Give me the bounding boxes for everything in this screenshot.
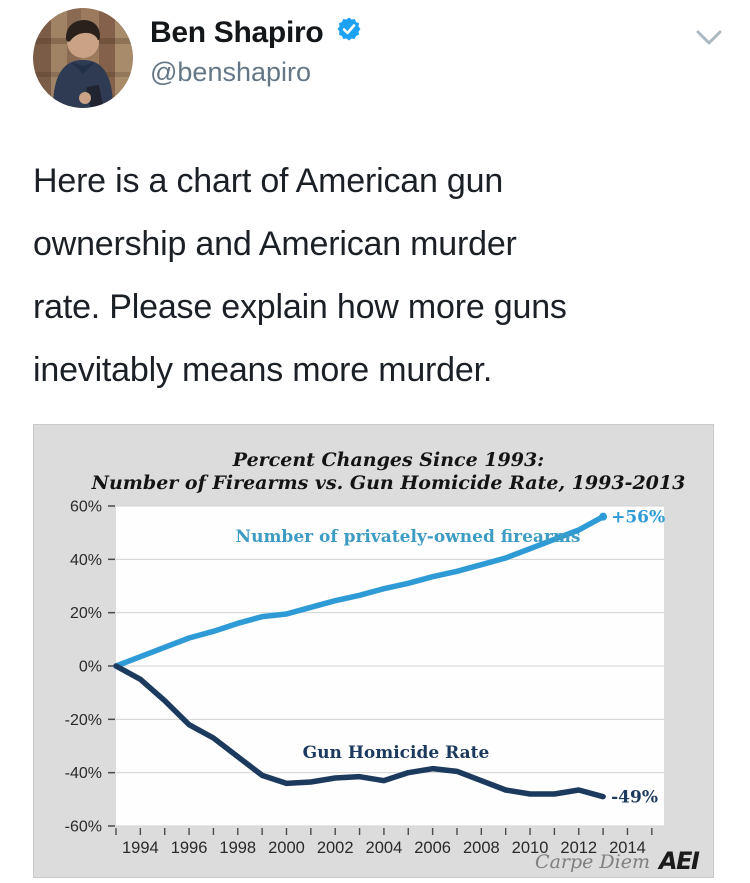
x-tick-label: 1998 [219, 839, 256, 857]
x-tick-label: 2002 [317, 839, 354, 857]
y-tick-label: 60% [70, 499, 102, 516]
y-tick-label: 0% [79, 659, 102, 676]
chart-canvas: 60% 40% 20% 0% -20% -40% -60% 1994 1996 1998 2000 2… [65, 499, 702, 876]
x-tick-label: 2012 [560, 839, 597, 857]
tweet-media-chart[interactable]: 60% 40% 20% 0% -20% -40% -60% 1994 1996 1998 2000 2… [33, 424, 714, 878]
display-name[interactable]: Ben Shapiro [150, 16, 324, 49]
aei-logo: AEI [657, 847, 700, 875]
tweet-text-line: Here is a chart of American gun [33, 162, 504, 200]
line-end-dot [599, 512, 608, 521]
x-tick-label: 2014 [609, 839, 646, 857]
y-tick-label: 20% [70, 605, 102, 622]
chart-title: Percent Changes Since 1993: Number of Fi… [34, 449, 713, 495]
y-tick-label: -60% [65, 819, 102, 836]
y-tick-label: -20% [65, 712, 102, 729]
x-tick-label: 2008 [463, 839, 500, 857]
x-tick-label: 1994 [122, 839, 159, 857]
x-tick-label: 2010 [512, 839, 549, 857]
homicide-line [113, 663, 606, 800]
chevron-down-icon[interactable] [694, 28, 724, 53]
user-handle[interactable]: @benshapiro [150, 57, 312, 87]
x-tick-label: 2006 [414, 839, 451, 857]
tweet-text-line: inevitably means more murder. [33, 351, 493, 389]
end-value-label: +56% [611, 508, 665, 528]
x-tick-label: 2004 [366, 839, 403, 857]
user-name-block: Ben Shapiro @benshapiro [150, 16, 362, 88]
end-value-label: -49% [611, 788, 658, 808]
tweet-text-line: ownership and American murder [33, 225, 517, 263]
tweet-text: Here is a chart of American gun ownershi… [33, 150, 728, 402]
y-tick-label: -40% [65, 765, 102, 782]
x-tick-label: 2000 [268, 839, 305, 857]
series-label: Number of privately-owned firearms [236, 527, 581, 547]
avatar-photo-placeholder [33, 8, 133, 108]
avatar[interactable] [33, 8, 133, 108]
verified-badge-icon [336, 16, 362, 47]
y-tick-label: 40% [70, 552, 102, 569]
firearms-line [113, 513, 606, 669]
x-tick-label: 1996 [171, 839, 208, 857]
chart-title-line2: Number of Firearms vs. Gun Homicide Rate… [91, 472, 686, 494]
credit-text: Carpe Diem [535, 851, 650, 873]
chart-title-line1: Percent Changes Since 1993: [232, 449, 545, 471]
series-label: Gun Homicide Rate [303, 743, 490, 763]
tweet-text-line: rate. Please explain how more guns [33, 288, 567, 326]
